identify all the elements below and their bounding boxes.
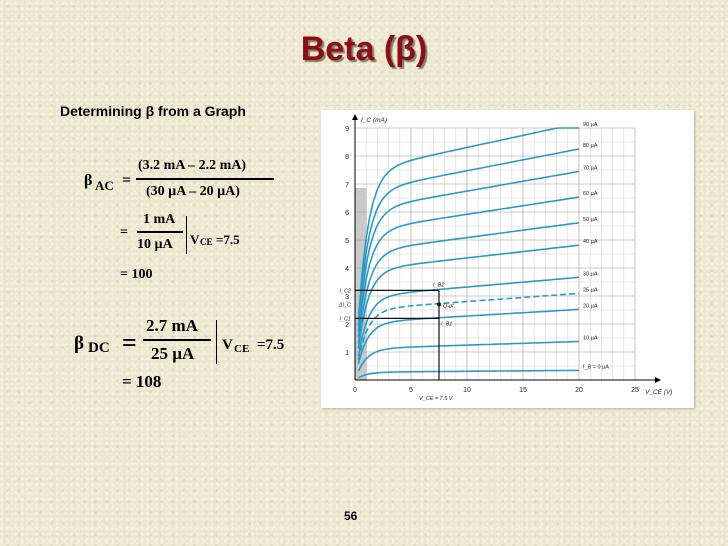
chart-axes bbox=[352, 114, 661, 383]
fraction-bar bbox=[137, 231, 183, 233]
beta-ac-condition-var: V bbox=[190, 232, 200, 247]
x-tick-label: 25 bbox=[631, 387, 639, 394]
q-point-label: Q-pt. bbox=[443, 303, 455, 309]
characteristic-curves-figure: 0 5 10 15 20 25 1 2 3 4 5 6 7 8 9 I_C (mA) V_CE (V) 90 µA… bbox=[321, 110, 694, 408]
beta-ac-condition-value: =7.5 bbox=[216, 232, 240, 247]
vce-annotation-label: V_CE = 7.5 V bbox=[419, 396, 454, 402]
fraction-bar bbox=[143, 339, 211, 341]
series-label: 70 µA bbox=[583, 165, 598, 171]
y-axis-label: I_C (mA) bbox=[361, 117, 387, 124]
fraction-bar bbox=[136, 178, 274, 180]
page-number: 56 bbox=[344, 509, 358, 523]
y-axis-arrow bbox=[352, 114, 358, 120]
ib2-label: I_B2 bbox=[433, 282, 444, 288]
slide-subtitle: Determining β from a Graph bbox=[60, 103, 246, 119]
x-axis-arrow bbox=[655, 377, 661, 383]
series-curve bbox=[357, 276, 580, 357]
y-tick-label: 8 bbox=[345, 154, 349, 161]
beta-ac-equals: = bbox=[122, 172, 132, 189]
y-tick-label: 6 bbox=[345, 210, 349, 217]
y-tick-label: 2 bbox=[345, 322, 349, 329]
evaluation-bar bbox=[186, 216, 187, 254]
ic1-label: I_C1 bbox=[339, 316, 351, 322]
q-point-marker bbox=[437, 302, 441, 307]
beta-ac-step2-numerator: 1 mA bbox=[143, 212, 176, 227]
series-curve bbox=[357, 127, 579, 321]
x-axis-label: V_CE (V) bbox=[645, 389, 672, 396]
x-tick-label: 0 bbox=[353, 387, 357, 394]
series-curve bbox=[357, 244, 580, 349]
series-curve bbox=[357, 308, 580, 364]
series-label: I_B = 0 µA bbox=[583, 364, 609, 370]
series-label: 60 µA bbox=[583, 191, 598, 197]
series-label: 10 µA bbox=[583, 335, 598, 341]
beta-dc-numerator: 2.7 mA bbox=[146, 316, 198, 335]
series-label: 20 µA bbox=[583, 303, 598, 309]
beta-dc-condition-value: =7.5 bbox=[257, 337, 285, 353]
series-label: 25 µA bbox=[583, 287, 598, 293]
series-curve bbox=[357, 196, 580, 338]
chart-curves bbox=[357, 127, 580, 379]
series-curve bbox=[358, 369, 579, 379]
ic2-label: I_C2 bbox=[339, 288, 351, 294]
series-label: 40 µA bbox=[583, 239, 598, 245]
beta-dc-symbol: β bbox=[74, 333, 85, 354]
x-tick-label: 15 bbox=[519, 387, 527, 394]
series-curve bbox=[357, 222, 580, 344]
beta-ac-step2-equals: = bbox=[120, 225, 128, 240]
y-tick-label: 7 bbox=[345, 182, 349, 189]
series-curve bbox=[357, 292, 580, 360]
series-curve bbox=[357, 170, 580, 332]
series-label: 30 µA bbox=[583, 271, 598, 277]
y-tick-label: 4 bbox=[345, 266, 349, 273]
beta-dc-denominator: 25 µA bbox=[151, 344, 195, 363]
beta-dc-subscript: DC bbox=[88, 340, 110, 356]
y-tick-label: 5 bbox=[345, 238, 349, 245]
beta-dc-equals: = bbox=[122, 328, 137, 357]
beta-ac-numerator: (3.2 mA – 2.2 mA) bbox=[138, 158, 247, 173]
y-tick-label: 9 bbox=[345, 126, 349, 133]
series-label: 50 µA bbox=[583, 217, 598, 223]
beta-dc-condition-var: V bbox=[222, 337, 233, 353]
x-tick-label: 5 bbox=[409, 387, 413, 394]
beta-ac-symbol: β bbox=[84, 172, 93, 189]
ib1-label: I_B1 bbox=[441, 321, 452, 327]
series-curve bbox=[357, 148, 580, 327]
y-tick-label: 3 bbox=[345, 294, 349, 301]
series-label: 90 µA bbox=[583, 122, 598, 128]
beta-ac-denominator: (30 µA – 20 µA) bbox=[146, 184, 240, 199]
series-label: 80 µA bbox=[583, 143, 598, 149]
delta-ic-label: ΔI_C bbox=[338, 302, 351, 308]
slide-title: Beta (β) bbox=[300, 30, 428, 68]
beta-dc-result: = 108 bbox=[122, 372, 162, 391]
beta-ac-result: = 100 bbox=[120, 267, 153, 282]
beta-ac-subscript: AC bbox=[95, 178, 114, 193]
chart-annotations: I_C2 I_C1 ΔI_C I_B2 I_B1 Q-pt. V_CE = 7.5 V bbox=[338, 282, 455, 402]
chart-labels: 0 5 10 15 20 25 1 2 3 4 5 6 7 8 9 I_C (mA) V_CE (V) 90 µA… bbox=[345, 117, 672, 396]
beta-ac-condition-sub: CE bbox=[200, 237, 213, 247]
beta-dc-condition-sub: CE bbox=[234, 343, 250, 355]
beta-ac-step2-denominator: 10 µA bbox=[137, 237, 173, 252]
x-tick-label: 10 bbox=[463, 387, 471, 394]
y-tick-label: 1 bbox=[345, 350, 349, 357]
x-tick-label: 20 bbox=[575, 387, 583, 394]
chart-background bbox=[321, 110, 694, 408]
series-curve bbox=[357, 340, 580, 372]
evaluation-bar bbox=[216, 320, 217, 364]
characteristic-chart: 0 5 10 15 20 25 1 2 3 4 5 6 7 8 9 I_C (mA) V_CE (V) 90 µA… bbox=[321, 110, 694, 408]
